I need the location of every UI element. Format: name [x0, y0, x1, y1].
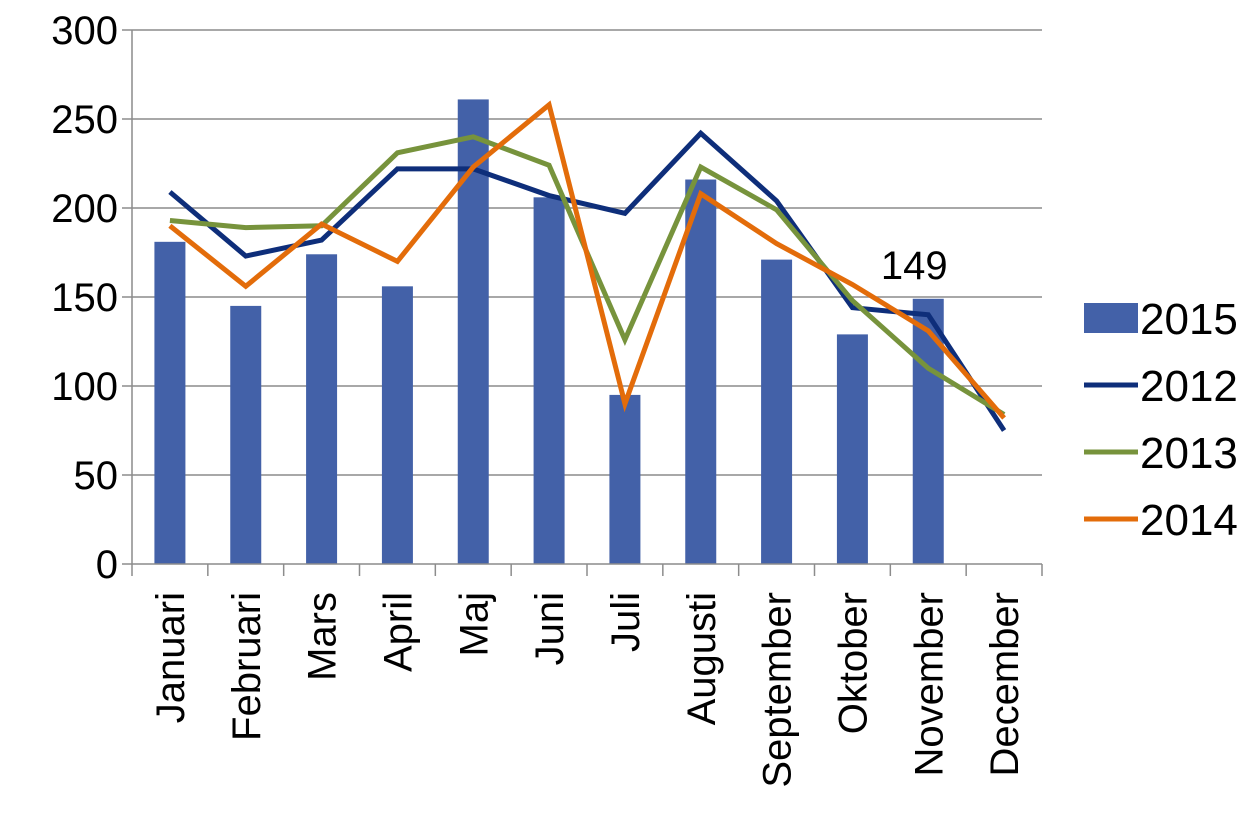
line-series-2013	[169, 134, 1006, 417]
y-tick-label: 50	[74, 454, 119, 498]
bar-2015	[306, 254, 338, 564]
legend-label: 2015	[1140, 295, 1238, 344]
x-tick-label: Februari	[225, 592, 269, 741]
legend: 2015 2012 2013 2014	[1084, 295, 1238, 545]
legend-label: 2014	[1140, 496, 1238, 545]
y-tick-label: 0	[96, 543, 118, 587]
bar-2015	[230, 305, 262, 564]
x-tick-label: Juli	[604, 592, 648, 652]
bar-2015	[381, 286, 413, 564]
y-axis-tick-labels: 0 50 100 150 200 250 300	[51, 9, 118, 587]
data-label: 149	[881, 244, 948, 288]
bar-2015	[533, 197, 565, 564]
x-tick-label: Maj	[452, 592, 496, 656]
y-tick-label: 100	[51, 365, 118, 409]
line-series	[168, 100, 1007, 432]
legend-label: 2013	[1140, 429, 1238, 478]
x-axis-tick-labels: Januari Februari Mars April Maj Juni Juli Augus…	[149, 592, 1027, 788]
bar-2015	[912, 298, 944, 564]
y-tick-label: 150	[51, 276, 118, 320]
y-tick-label: 250	[51, 98, 118, 142]
x-tick-label: Juni	[528, 592, 572, 665]
bar-2015	[154, 241, 186, 564]
bar-2015	[761, 259, 793, 564]
x-tick-label: Januari	[149, 592, 193, 723]
y-tick-label: 300	[51, 9, 118, 53]
data-labels: 149	[881, 244, 948, 288]
x-tick-label: Mars	[301, 592, 345, 681]
x-tick-label: Augusti	[680, 592, 724, 725]
bar-2015	[836, 334, 868, 564]
gridlines	[132, 29, 1042, 476]
x-tick-label: Oktober	[831, 592, 875, 734]
legend-swatch-2015	[1084, 303, 1138, 333]
x-tick-label: September	[756, 592, 800, 788]
x-tick-label: November	[907, 592, 951, 777]
bar-2015	[609, 394, 641, 564]
line-series-2014	[168, 100, 1006, 420]
axes	[122, 29, 1043, 576]
bar-2015	[685, 179, 717, 564]
y-tick-label: 200	[51, 187, 118, 231]
x-tick-label: December	[983, 592, 1027, 777]
bar-series	[154, 99, 944, 565]
legend-label: 2012	[1140, 362, 1238, 411]
x-tick-label: April	[376, 592, 420, 672]
